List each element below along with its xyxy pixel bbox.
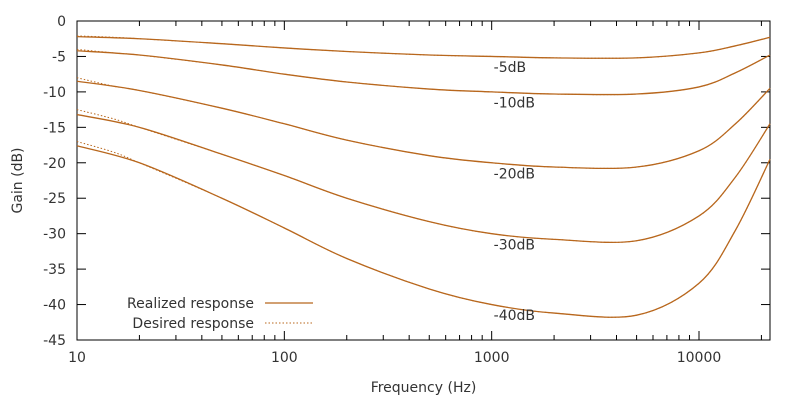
response-curves [76, 35, 771, 318]
y-tick-label: -45 [43, 333, 66, 349]
x-tick-label: 100 [271, 350, 298, 366]
legend-label-2: Desired response [132, 316, 254, 332]
realized-curve-3 [76, 80, 771, 170]
plot-border [76, 20, 771, 341]
y-tick-label: 0 [57, 14, 66, 30]
y-axis-label: Gain (dB) [10, 147, 26, 213]
desired-curve-4 [76, 109, 771, 243]
x-axis-ticks: 10 100 1000 10000 [68, 21, 762, 366]
realized-curve-2 [76, 50, 771, 96]
y-tick-label: -25 [43, 191, 66, 207]
y-tick-label: -30 [43, 227, 66, 243]
y-axis-ticks: 0 -5 -10 -15 -20 -25 -30 -35 -40 -45 [43, 14, 770, 349]
desired-curve-5 [76, 141, 771, 318]
y-tick-label: -40 [43, 298, 66, 314]
curve-label-1: -5dB [494, 60, 526, 76]
x-axis-label: Frequency (Hz) [371, 380, 477, 396]
y-tick-label: -15 [43, 120, 66, 136]
y-tick-label: -35 [43, 262, 66, 278]
y-tick-label: -5 [52, 49, 66, 65]
realized-curve-5 [76, 145, 771, 318]
y-tick-label: -20 [43, 156, 66, 172]
plot-area [76, 20, 771, 341]
realized-curve-1 [76, 35, 771, 59]
x-tick-label: 10 [68, 350, 86, 366]
curve-label-4: -30dB [494, 237, 535, 253]
curve-labels: -5dB -10dB -20dB -30dB -40dB [494, 60, 535, 324]
curve-label-5: -40dB [494, 308, 535, 324]
x-tick-label: 10000 [677, 350, 722, 366]
y-tick-label: -10 [43, 85, 66, 101]
legend-label-1: Realized response [127, 296, 254, 312]
legend: Realized response Desired response [127, 296, 313, 332]
realized-curve-4 [76, 113, 771, 244]
curve-label-3: -20dB [494, 166, 535, 182]
curve-label-2: -10dB [494, 96, 535, 112]
x-tick-label: 1000 [474, 350, 510, 366]
